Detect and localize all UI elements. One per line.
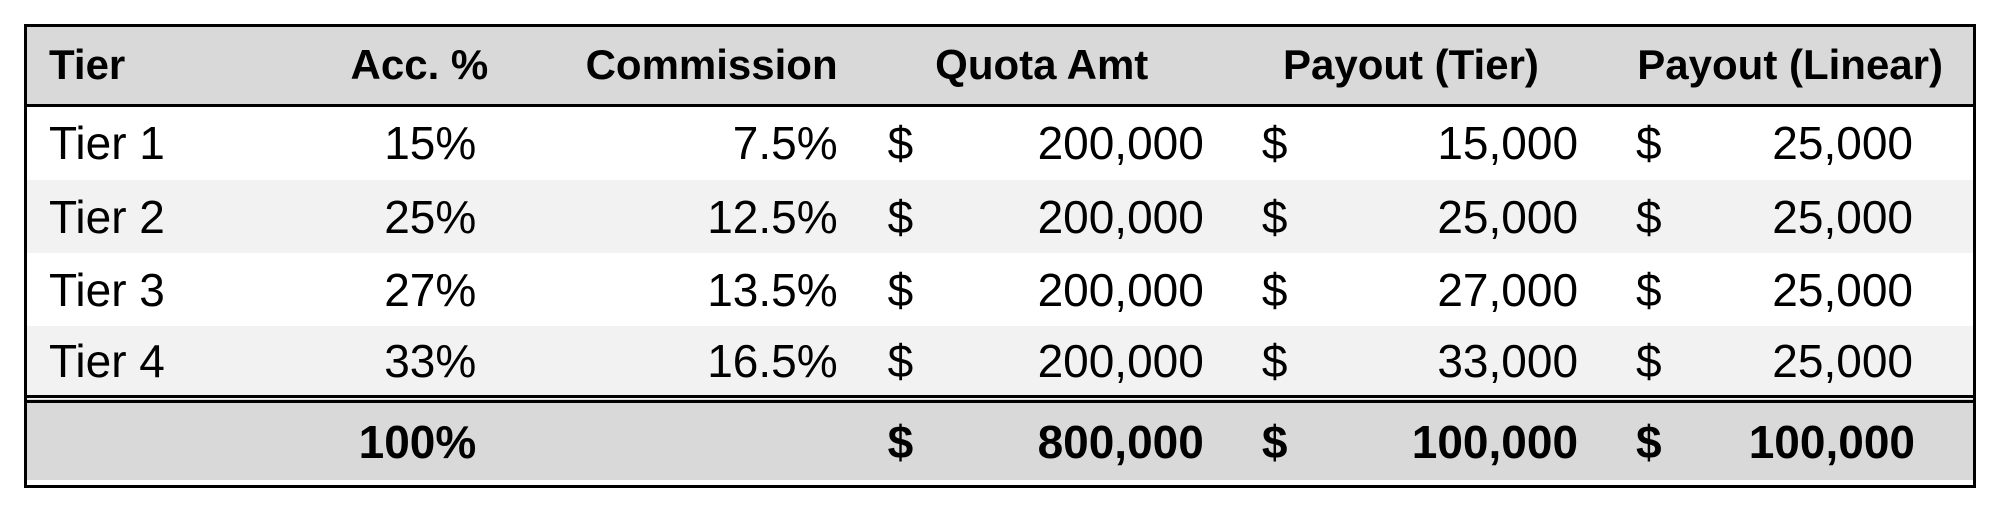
header-quota-amt: Quota Amt [859, 27, 1234, 107]
cell-payout-linear-currency: $ [1636, 334, 1662, 387]
total-commission-blank [508, 395, 860, 480]
cell-payout-linear: 25,000 [1772, 117, 1913, 170]
cell-payout-linear: 25,000 [1772, 190, 1913, 243]
cell-payout-tier: 15,000 [1437, 117, 1579, 170]
cell-quota-currency: $ [887, 263, 914, 316]
cell-acc-pct: 33% [384, 334, 477, 387]
table-row: Tier 2 25% 12.5% $ 200,000 $ 25,000 $ 25… [27, 180, 1973, 253]
cell-acc-pct: 15% [384, 117, 477, 170]
cell-payout-tier-currency: $ [1261, 190, 1288, 243]
total-payout-tier-currency: $ [1233, 395, 1297, 480]
total-quota-amt: 800,000 [921, 395, 1234, 480]
total-payout-linear-currency: $ [1608, 395, 1671, 480]
cell-quota-amt: 200,000 [1037, 190, 1204, 243]
table-row: Tier 3 27% 13.5% $ 200,000 $ 27,000 $ 25… [27, 253, 1973, 326]
table-row: Tier 1 15% 7.5% $ 200,000 $ 15,000 $ 25,… [27, 105, 1973, 180]
header-payout-tier: Payout (Tier) [1233, 27, 1609, 107]
cell-payout-linear: 25,000 [1772, 263, 1913, 316]
cell-commission: 12.5% [707, 190, 838, 243]
cell-tier: Tier 2 [49, 190, 165, 243]
cell-payout-tier-currency: $ [1261, 334, 1288, 387]
cell-tier: Tier 1 [49, 117, 165, 170]
cell-quota-amt: 200,000 [1037, 117, 1204, 170]
table-row: Tier 4 33% 16.5% $ 200,000 $ 33,000 $ 25… [27, 326, 1973, 399]
header-commission: Commission [508, 27, 860, 107]
total-acc-pct: 100% [269, 395, 509, 480]
cell-quota-currency: $ [887, 117, 914, 170]
cell-commission: 7.5% [732, 117, 838, 170]
header-acc-pct: Acc. % [269, 27, 509, 107]
total-quota-currency: $ [859, 395, 922, 480]
cell-payout-tier: 33,000 [1437, 334, 1579, 387]
cell-commission: 13.5% [707, 263, 838, 316]
cell-tier: Tier 3 [49, 263, 165, 316]
cell-payout-linear-currency: $ [1636, 117, 1662, 170]
cell-quota-currency: $ [887, 334, 914, 387]
total-payout-linear: 100,000 [1670, 395, 1973, 480]
cell-payout-tier: 25,000 [1437, 190, 1579, 243]
cell-payout-linear-currency: $ [1636, 263, 1662, 316]
cell-quota-currency: $ [887, 190, 914, 243]
cell-quota-amt: 200,000 [1037, 334, 1204, 387]
totals-row: 100% $ 800,000 $ 100,000 $ 100,000 [27, 395, 1973, 480]
cell-payout-tier-currency: $ [1261, 117, 1288, 170]
total-payout-tier: 100,000 [1296, 395, 1609, 480]
header-tier: Tier [27, 27, 270, 107]
cell-commission: 16.5% [707, 334, 838, 387]
cell-acc-pct: 27% [384, 263, 477, 316]
cell-payout-linear: 25,000 [1772, 334, 1913, 387]
cell-payout-linear-currency: $ [1636, 190, 1662, 243]
commission-tier-table: Tier Acc. % Commission Quota Amt Payout … [27, 27, 1973, 480]
cell-payout-tier: 27,000 [1437, 263, 1579, 316]
total-tier-blank [27, 395, 270, 480]
cell-tier: Tier 4 [49, 334, 165, 387]
commission-table-container: Tier Acc. % Commission Quota Amt Payout … [24, 24, 1976, 488]
cell-quota-amt: 200,000 [1037, 263, 1204, 316]
cell-payout-tier-currency: $ [1261, 263, 1288, 316]
header-row: Tier Acc. % Commission Quota Amt Payout … [27, 27, 1973, 107]
header-payout-linear: Payout (Linear) [1608, 27, 1973, 107]
cell-acc-pct: 25% [384, 190, 477, 243]
